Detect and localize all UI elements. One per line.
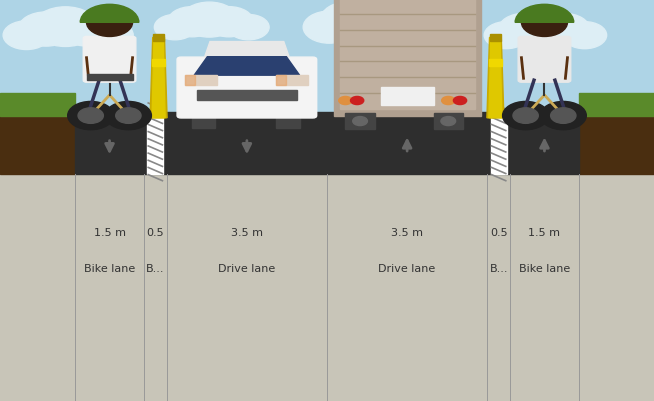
Wedge shape xyxy=(80,5,139,23)
Bar xyxy=(579,94,654,116)
Circle shape xyxy=(60,13,116,47)
Wedge shape xyxy=(515,5,574,23)
Circle shape xyxy=(339,97,352,105)
Circle shape xyxy=(337,0,409,41)
Circle shape xyxy=(513,10,573,47)
FancyBboxPatch shape xyxy=(177,58,317,119)
Bar xyxy=(334,0,481,116)
Circle shape xyxy=(33,8,97,47)
Circle shape xyxy=(105,102,152,130)
Text: B...: B... xyxy=(146,264,165,273)
Text: Drive lane: Drive lane xyxy=(218,264,275,273)
Circle shape xyxy=(366,2,429,40)
Bar xyxy=(489,60,502,66)
Text: B...: B... xyxy=(489,264,508,273)
Polygon shape xyxy=(489,38,502,119)
Bar xyxy=(192,114,215,129)
Circle shape xyxy=(154,15,196,41)
Text: 3.5 m: 3.5 m xyxy=(391,228,423,237)
Polygon shape xyxy=(152,38,165,119)
Bar xyxy=(0,174,654,401)
Bar xyxy=(339,0,475,109)
Circle shape xyxy=(228,15,269,41)
Text: 0.5: 0.5 xyxy=(490,228,508,237)
Bar xyxy=(381,87,434,105)
Text: 1.5 m: 1.5 m xyxy=(528,228,560,237)
Bar xyxy=(0,94,75,116)
Circle shape xyxy=(538,14,590,47)
Text: 0.5: 0.5 xyxy=(146,228,164,237)
Bar xyxy=(152,60,165,66)
Polygon shape xyxy=(487,38,504,119)
Circle shape xyxy=(3,22,50,51)
Bar xyxy=(147,117,163,174)
Circle shape xyxy=(513,109,538,124)
Bar xyxy=(489,35,502,43)
Bar xyxy=(197,91,297,101)
Bar xyxy=(75,112,579,174)
Text: Drive lane: Drive lane xyxy=(379,264,436,273)
Bar xyxy=(434,113,463,130)
Circle shape xyxy=(353,117,368,126)
Circle shape xyxy=(484,22,528,50)
Circle shape xyxy=(502,102,549,130)
Bar xyxy=(345,113,375,130)
FancyBboxPatch shape xyxy=(518,37,571,83)
Polygon shape xyxy=(150,38,167,119)
Circle shape xyxy=(441,117,456,126)
Circle shape xyxy=(351,97,364,105)
Polygon shape xyxy=(194,58,300,76)
Circle shape xyxy=(498,14,551,47)
Circle shape xyxy=(453,97,467,105)
Circle shape xyxy=(204,8,253,38)
Text: 3.5 m: 3.5 m xyxy=(231,228,263,237)
Bar xyxy=(276,114,300,129)
Circle shape xyxy=(320,2,382,40)
Circle shape xyxy=(441,97,455,105)
Circle shape xyxy=(303,12,355,44)
Circle shape xyxy=(167,8,216,38)
Bar xyxy=(185,76,216,85)
Circle shape xyxy=(181,3,238,38)
Circle shape xyxy=(68,102,114,130)
Circle shape xyxy=(18,13,74,47)
Circle shape xyxy=(521,9,568,37)
Circle shape xyxy=(396,12,449,44)
Bar xyxy=(579,104,654,174)
Circle shape xyxy=(78,109,103,124)
Polygon shape xyxy=(205,43,289,58)
FancyBboxPatch shape xyxy=(83,37,136,83)
Bar xyxy=(185,76,196,85)
Text: 1.5 m: 1.5 m xyxy=(94,228,126,237)
Bar xyxy=(86,75,133,81)
Bar xyxy=(490,117,507,174)
Bar xyxy=(153,35,165,43)
Circle shape xyxy=(116,109,141,124)
Bar xyxy=(0,104,75,174)
Bar xyxy=(276,76,307,85)
Text: Bike lane: Bike lane xyxy=(84,264,135,273)
Circle shape xyxy=(562,22,607,50)
Circle shape xyxy=(86,22,133,51)
Circle shape xyxy=(551,109,576,124)
Bar xyxy=(276,76,286,85)
Text: Bike lane: Bike lane xyxy=(519,264,570,273)
Circle shape xyxy=(86,9,133,37)
Circle shape xyxy=(540,102,587,130)
